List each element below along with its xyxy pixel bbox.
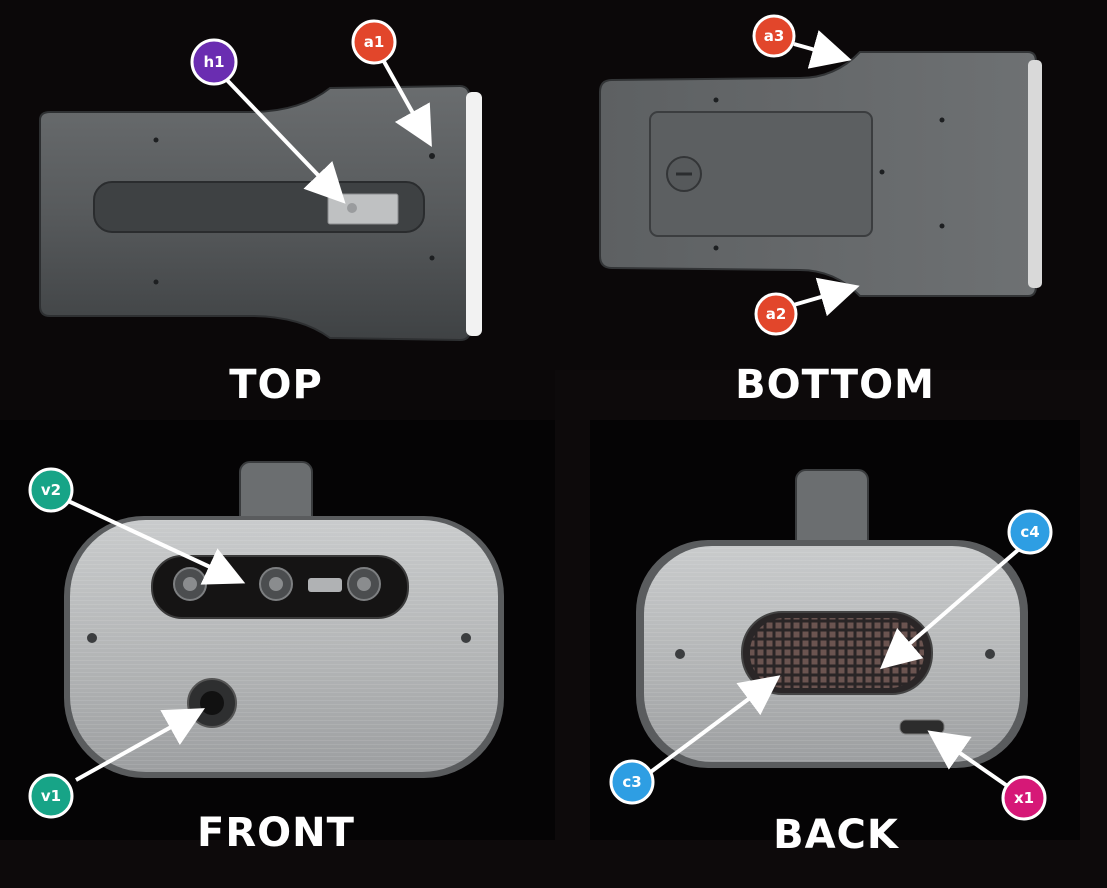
back-handle-loop	[795, 469, 869, 551]
svg-text:a1: a1	[364, 33, 385, 51]
badge-x1: x1	[1001, 775, 1047, 821]
bottom-light-ring	[1028, 60, 1042, 288]
top-view-device	[39, 84, 482, 342]
svg-text:x1: x1	[1014, 789, 1034, 807]
svg-text:c3: c3	[622, 773, 641, 791]
badge-a1: a1	[351, 19, 397, 65]
battery-cover	[649, 111, 873, 237]
label-bottom: BOTTOM	[735, 362, 935, 408]
badge-a3: a3	[752, 14, 796, 58]
label-back: BACK	[773, 812, 899, 858]
badge-h1: h1	[190, 38, 238, 86]
badge-c4: c4	[1007, 509, 1053, 555]
svg-text:h1: h1	[203, 53, 224, 71]
badge-v1: v1	[28, 773, 74, 819]
badge-a2: a2	[754, 292, 798, 336]
badge-c3: c3	[609, 759, 655, 805]
svg-text:v2: v2	[41, 481, 61, 499]
badge-v2: v2	[28, 467, 74, 513]
top-light-ring	[466, 92, 482, 336]
label-front: FRONT	[197, 810, 355, 856]
usb-port	[899, 719, 945, 735]
svg-text:c4: c4	[1020, 523, 1039, 541]
callout-arrows	[65, 30, 1020, 794]
svg-text:v1: v1	[41, 787, 61, 805]
label-top: TOP	[229, 362, 323, 408]
svg-text:a2: a2	[766, 305, 787, 323]
svg-text:a3: a3	[764, 27, 785, 45]
bottom-view-device	[599, 51, 1042, 297]
